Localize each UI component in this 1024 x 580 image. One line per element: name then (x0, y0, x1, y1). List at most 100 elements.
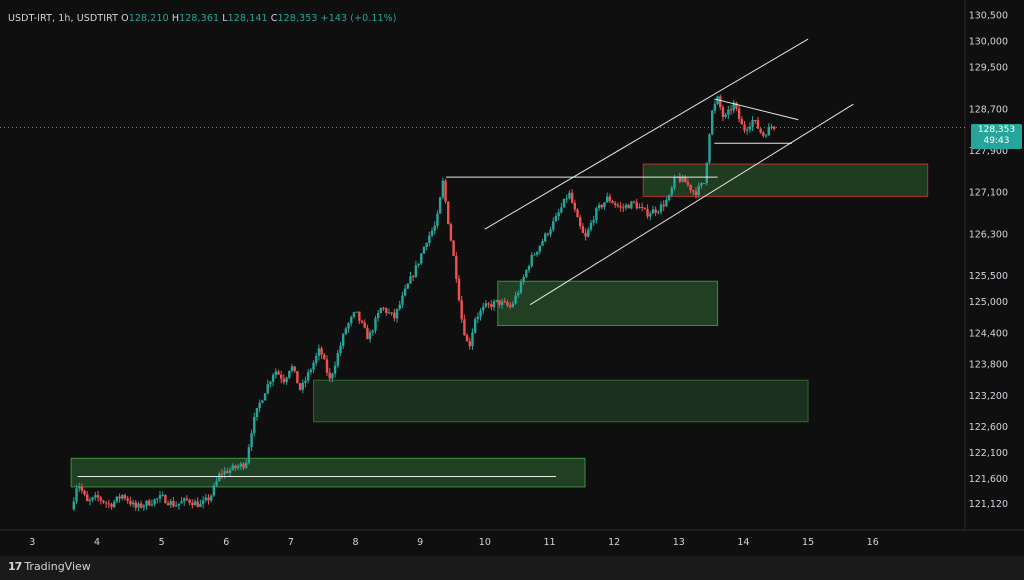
candle-body (697, 185, 700, 196)
candle-body (164, 495, 167, 504)
candle-body (226, 471, 229, 474)
candle-body (288, 370, 291, 378)
candle-body (161, 495, 164, 497)
y-tick-label: 121,120 (969, 499, 1008, 510)
candle-body (457, 278, 461, 301)
candle-body (568, 192, 571, 199)
candle-body (562, 198, 566, 208)
candle-body (204, 497, 207, 501)
x-tick-label: 7 (288, 537, 294, 548)
candle-body (96, 495, 100, 498)
candle-body (535, 251, 539, 255)
candle-body (603, 202, 606, 208)
symbol-label[interactable]: USDT-IRT, 1h, USDTIRT (8, 13, 119, 24)
candle-body (692, 190, 695, 192)
ohlc-legend: USDT-IRT, 1h, USDTIRT O128,210 H128,361 … (8, 13, 397, 24)
candle-body (126, 498, 129, 501)
candle-body (352, 312, 356, 318)
candle-body (169, 501, 172, 505)
candle-body (503, 301, 506, 303)
candle-body (662, 204, 665, 207)
candle-body (339, 345, 342, 354)
candle-body (236, 466, 240, 469)
price-chart[interactable]: 130,500 130,000 129,500 128,700 127,900 127,1… (0, 0, 1024, 556)
candle-body (153, 499, 156, 505)
x-tick-label: 13 (673, 537, 685, 548)
candle-body (255, 408, 259, 418)
candle-body (113, 501, 116, 508)
candle-body (398, 304, 401, 309)
candle-body (83, 490, 86, 495)
candle-body (579, 217, 582, 227)
candle-body (139, 503, 143, 508)
y-tick-label: 121,600 (969, 474, 1008, 485)
candle-body (250, 433, 253, 448)
candle-body (196, 501, 199, 507)
candle-body (271, 375, 275, 382)
candle-body (137, 503, 140, 508)
candle-body (455, 255, 458, 279)
candle-body (546, 233, 550, 235)
open-label: O (121, 13, 129, 24)
candle-body (366, 327, 369, 340)
candle-body (700, 183, 703, 186)
close-value: 128,353 (277, 13, 318, 24)
zone-3 (497, 280, 719, 326)
candle-body (438, 197, 442, 214)
candle-body (285, 377, 288, 383)
lower-channel-line (529, 103, 854, 306)
candle-body (713, 103, 717, 111)
candle-body (490, 304, 493, 308)
candle-body (484, 303, 488, 307)
candle-body (517, 292, 520, 296)
candle-body (72, 501, 76, 510)
upper-channel-line (484, 38, 809, 230)
candle-body (772, 126, 776, 129)
candle-body (589, 222, 593, 230)
close-label: C (270, 13, 278, 24)
candle-body (538, 245, 541, 252)
candle-body (681, 177, 684, 182)
candle-body (244, 462, 248, 468)
candle-body (86, 494, 89, 502)
candle-body (110, 504, 113, 508)
footer-bar (0, 556, 1024, 580)
candle-body (433, 225, 436, 231)
candle-body (344, 328, 348, 335)
y-tick-label: 130,000 (969, 37, 1008, 48)
candle-body (107, 503, 111, 505)
candle-body (228, 469, 232, 474)
x-tick-label: 6 (223, 537, 229, 548)
candle-body (247, 447, 251, 463)
candle-body (145, 500, 148, 506)
candle-body (185, 498, 189, 500)
candle-body (385, 308, 388, 313)
candle-body (721, 107, 725, 117)
zone-4 (642, 163, 929, 197)
candle-body (573, 202, 577, 210)
candle-body (102, 500, 105, 503)
candle-body (492, 301, 496, 308)
candle-body (142, 505, 146, 508)
candle-body (234, 465, 237, 469)
candle-body (403, 288, 407, 296)
candle-body (280, 374, 283, 379)
candle-body (320, 348, 323, 355)
candle-body (406, 283, 410, 289)
tradingview-logo[interactable]: 17 TradingView (8, 560, 91, 573)
x-tick-label: 10 (479, 537, 491, 548)
zone-2 (313, 379, 809, 423)
candle-body (622, 207, 625, 209)
y-tick-label: 126,300 (969, 229, 1008, 240)
candle-body (131, 502, 135, 505)
candle-body (323, 354, 326, 360)
candle-body (627, 205, 630, 209)
x-tick-label: 4 (94, 537, 100, 548)
candle-body (218, 473, 221, 481)
candle-body (156, 498, 159, 500)
candle-body (640, 206, 644, 208)
candle-body (686, 182, 690, 185)
candle-body (336, 353, 339, 366)
candle-body (694, 191, 698, 196)
y-tick-label: 127,900 (969, 146, 1008, 157)
